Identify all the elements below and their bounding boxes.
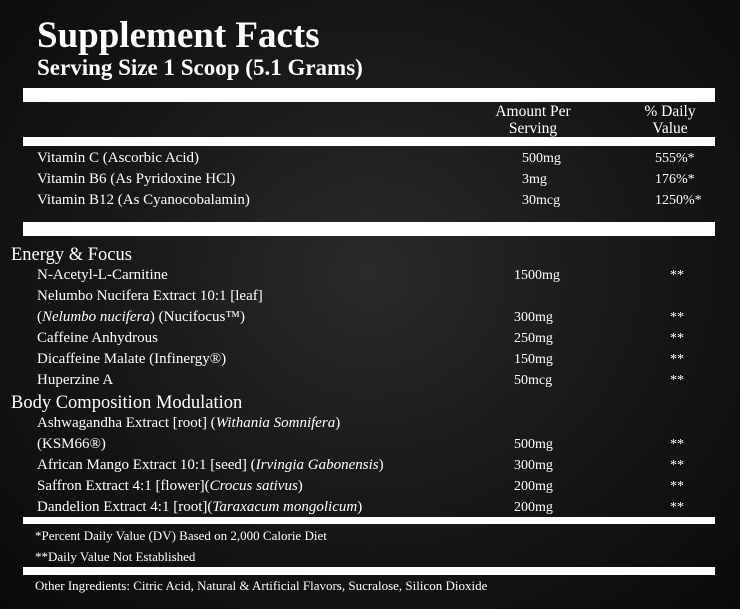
vitamin-name: Vitamin C (Ascorbic Acid) [37, 150, 199, 166]
amount-header: Amount Per Serving [478, 103, 588, 137]
ingredient-latin-name: Nelumbo nucifera [42, 308, 150, 325]
ingredient-dv: ** [670, 457, 684, 473]
section-title: Body Composition Modulation [11, 393, 243, 413]
ingredient-amount: 50mcg [514, 372, 553, 388]
ingredient-name-text: N-Acetyl-L-Carnitine [37, 267, 168, 283]
ingredient-name: Saffron Extract 4:1 [flower](Crocus sati… [37, 478, 303, 495]
ingredient-amount: 300mg [514, 309, 553, 325]
ingredient-name-text: Caffeine Anhydrous [37, 329, 158, 346]
ingredient-amount: 150mg [514, 351, 553, 367]
ingredient-dv: ** [670, 478, 684, 494]
ingredient-name-suffix: ) (Nucifocus™) [149, 308, 245, 325]
ingredient-name-text: Nelumbo Nucifera Extract 10:1 [leaf] [37, 287, 263, 304]
section-title: Energy & Focus [11, 245, 132, 265]
ingredient-dv: ** [670, 268, 684, 283]
vitamin-dv: 555%* [655, 151, 695, 166]
dv-header-line1: % Daily [644, 103, 696, 120]
ingredient-name: Nelumbo Nucifera Extract 10:1 [leaf] [37, 288, 263, 305]
ingredient-name-suffix: ) [378, 456, 384, 473]
ingredient-name-text: (KSM66®) [37, 435, 106, 452]
vitamin-dv: 1250%* [655, 193, 702, 208]
ingredient-latin-name: Taraxacum mongolicum [212, 498, 358, 515]
ingredient-dv: ** [670, 330, 684, 346]
ingredient-amount: 1500mg [514, 268, 560, 283]
footnote-dv: *Percent Daily Value (DV) Based on 2,000… [35, 528, 327, 543]
divider-bar [23, 222, 715, 236]
ingredient-name: African Mango Extract 10:1 [seed] (Irvin… [37, 457, 384, 474]
ingredient-dv: ** [670, 351, 684, 367]
serving-size: Serving Size 1 Scoop (5.1 Grams) [37, 55, 363, 80]
ingredient-name-text: ( [37, 308, 42, 325]
vitamin-amount: 30mcg [522, 193, 561, 208]
vitamin-name: Vitamin B12 (As Cyanocobalamin) [37, 192, 250, 208]
ingredient-name-text: Huperzine A [37, 371, 114, 388]
ingredient-amount: 250mg [514, 330, 553, 346]
ingredient-name-text: Saffron Extract 4:1 [flower]( [37, 477, 210, 494]
footnote-not-established: **Daily Value Not Established [35, 549, 196, 564]
ingredient-name-text: Ashwagandha Extract [root] ( [37, 415, 216, 431]
ingredient-name-text: Dandelion Extract 4:1 [root]( [37, 498, 213, 515]
vitamin-amount: 500mg [522, 151, 561, 166]
ingredient-dv: ** [670, 499, 684, 515]
ingredient-name-text: African Mango Extract 10:1 [seed] ( [37, 456, 256, 473]
ingredient-latin-name: Withania Somnifera [215, 415, 336, 431]
dv-header-line2: Value [652, 120, 688, 137]
ingredient-amount: 500mg [514, 436, 553, 452]
ingredient-dv: ** [670, 309, 684, 325]
divider-bar [23, 567, 715, 575]
ingredient-amount: 200mg [514, 499, 553, 515]
page-title: Supplement Facts [37, 15, 320, 56]
ingredient-name: N-Acetyl-L-Carnitine [37, 267, 168, 284]
vitamin-amount: 3mg [522, 172, 547, 187]
ingredient-latin-name: Crocus sativus [209, 477, 298, 494]
ingredient-name: Ashwagandha Extract [root] (Withania Som… [37, 415, 340, 432]
amount-header-line1: Amount Per [495, 103, 571, 120]
ingredient-amount: 200mg [514, 478, 553, 494]
ingredient-latin-name: Irvingia Gabonensis [255, 456, 379, 473]
ingredient-name: Dicaffeine Malate (Infinergy®) [37, 351, 226, 368]
ingredient-name: (KSM66®) [37, 436, 106, 453]
ingredient-name-suffix: ) [335, 415, 341, 431]
ingredient-name-suffix: ) [297, 477, 303, 494]
ingredient-name: Dandelion Extract 4:1 [root](Taraxacum m… [37, 499, 362, 516]
divider-bar [23, 137, 715, 146]
ingredient-amount: 300mg [514, 457, 553, 473]
ingredient-name: Caffeine Anhydrous [37, 330, 158, 347]
ingredient-name: (Nelumbo nucifera) (Nucifocus™) [37, 309, 245, 326]
vitamin-dv: 176%* [655, 172, 695, 187]
divider-bar [23, 88, 715, 102]
amount-header-line2: Serving [508, 120, 558, 137]
ingredient-dv: ** [670, 372, 684, 388]
other-ingredients: Other Ingredients: Citric Acid, Natural … [35, 578, 488, 593]
divider-bar [23, 517, 715, 524]
ingredient-name-suffix: ) [357, 498, 363, 515]
ingredient-dv: ** [670, 436, 684, 452]
dv-header: % Daily Value [625, 103, 715, 137]
vitamin-name: Vitamin B6 (As Pyridoxine HCl) [37, 171, 236, 187]
ingredient-name-text: Dicaffeine Malate (Infinergy®) [37, 350, 227, 367]
ingredient-name: Huperzine A [37, 372, 113, 389]
